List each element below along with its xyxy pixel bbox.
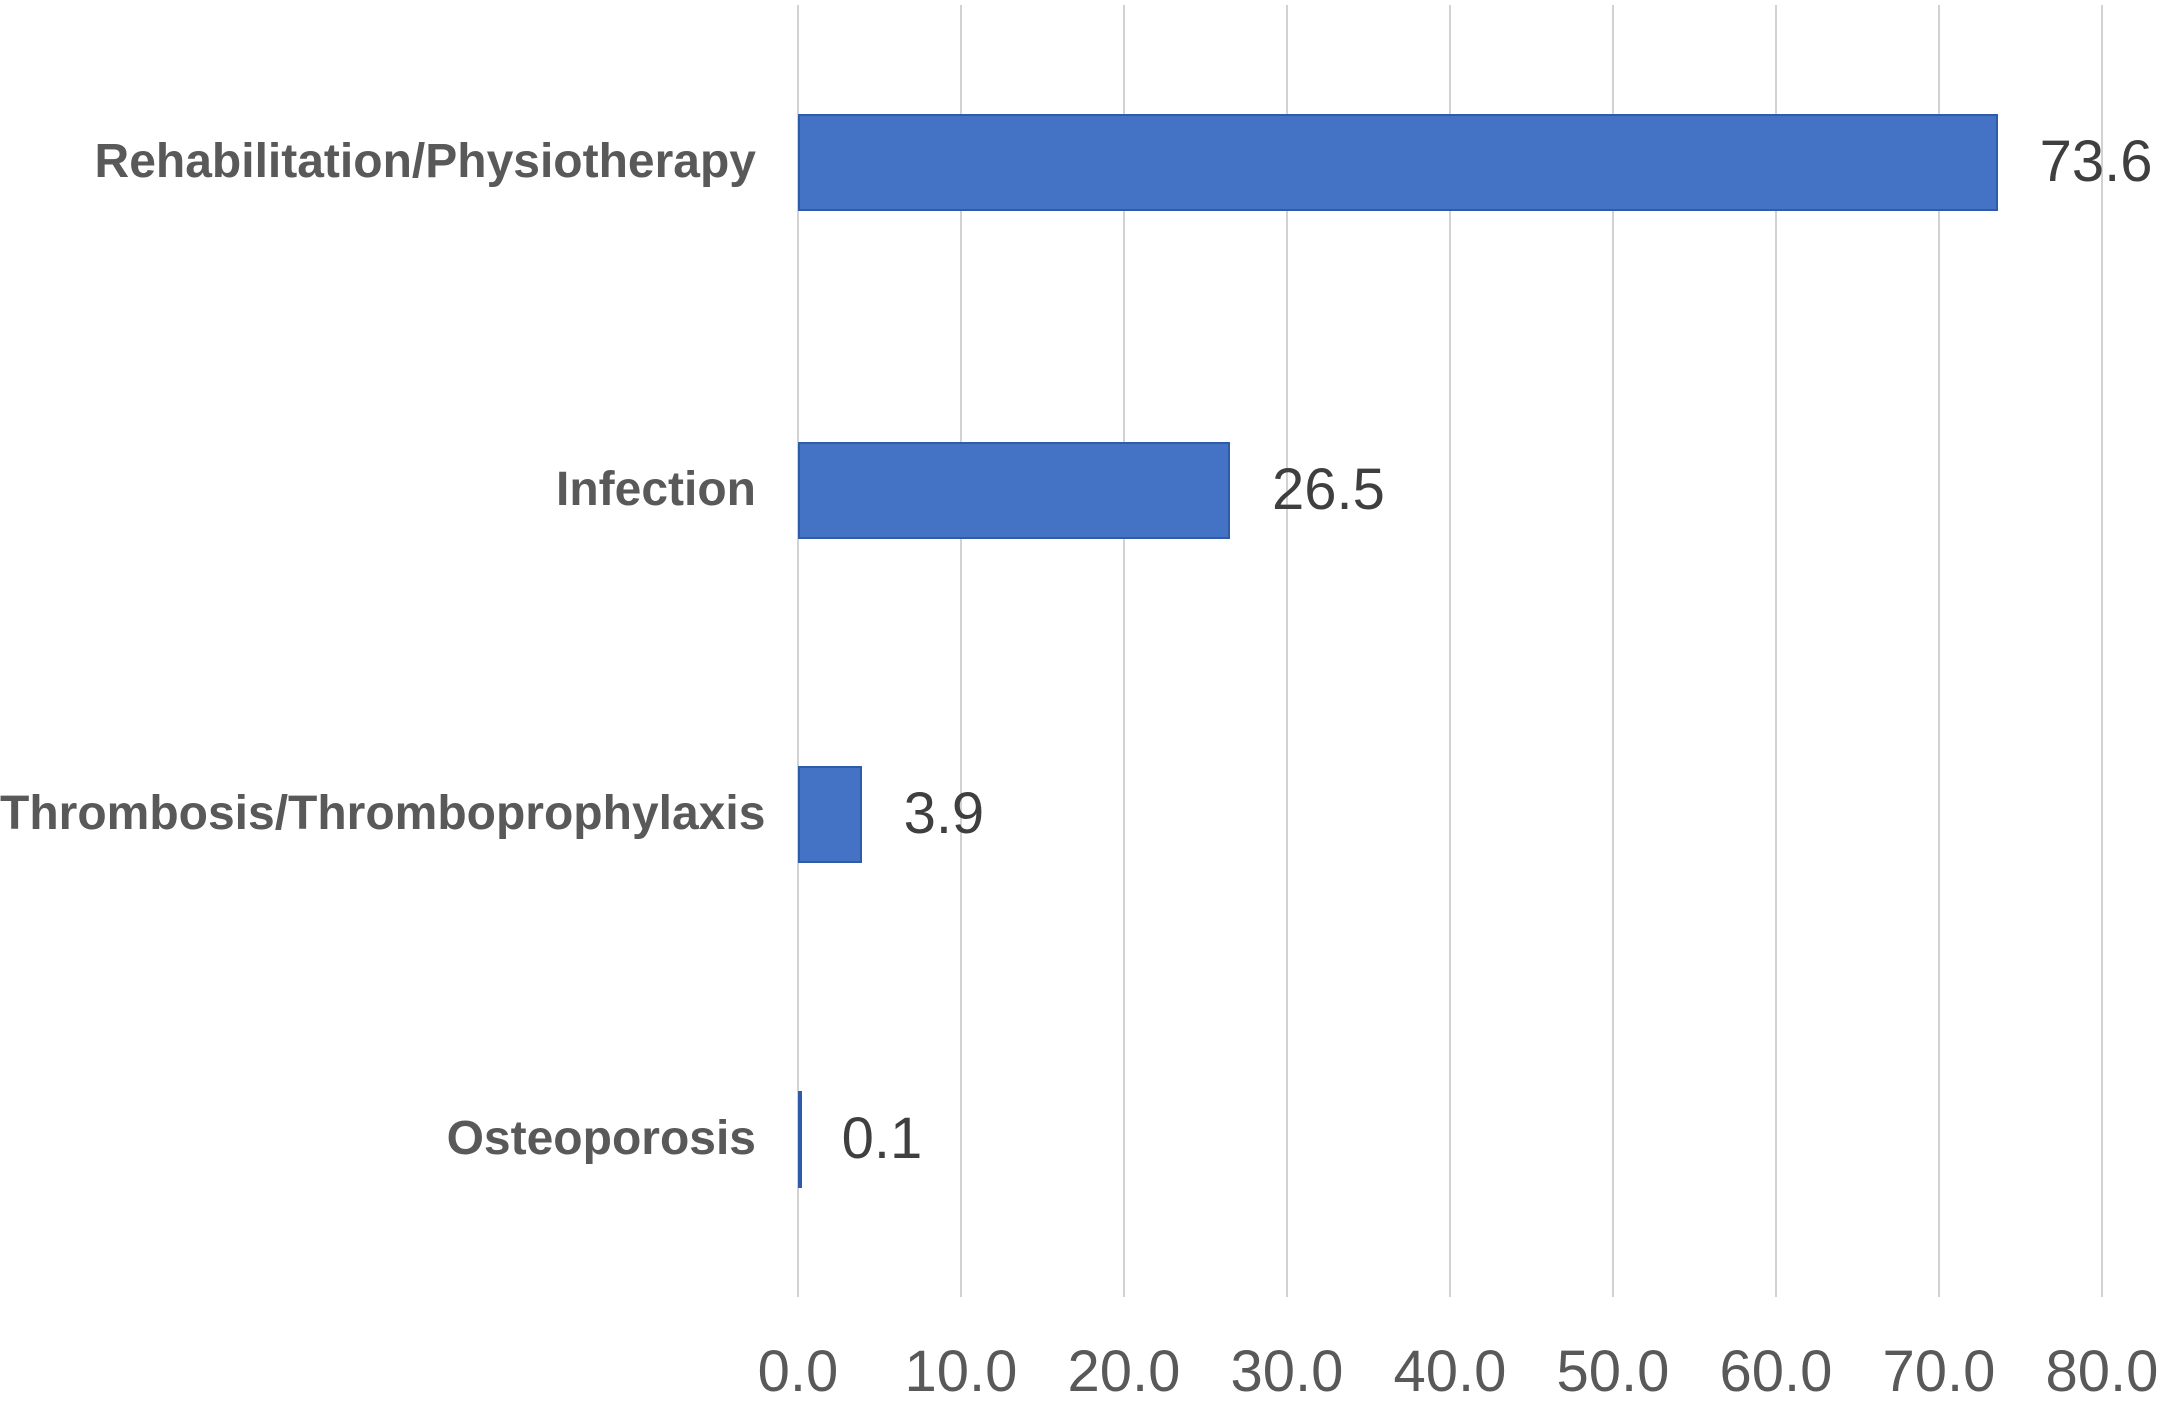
vertical-gridline xyxy=(1775,5,1777,1297)
value-label: 73.6 xyxy=(2039,129,2153,194)
x-tick-label: 50.0 xyxy=(1556,1339,1670,1404)
bar xyxy=(798,113,1998,211)
x-tick-label: 80.0 xyxy=(2045,1339,2159,1404)
vertical-gridline xyxy=(1938,5,1940,1297)
bar xyxy=(798,765,862,863)
value-label: 0.1 xyxy=(841,1106,923,1171)
category-label: Osteoporosis xyxy=(446,1112,756,1165)
vertical-gridline xyxy=(1123,5,1125,1297)
x-tick-label: 0.0 xyxy=(757,1339,839,1404)
vertical-gridline xyxy=(2101,5,2103,1297)
bar xyxy=(798,1090,802,1188)
vertical-gridline xyxy=(1449,5,1451,1297)
x-tick-label: 10.0 xyxy=(904,1339,1018,1404)
x-tick-label: 60.0 xyxy=(1719,1339,1833,1404)
category-label: Thrombosis/Thromboprophylaxis xyxy=(0,787,766,840)
vertical-gridline xyxy=(1612,5,1614,1297)
bar xyxy=(798,441,1230,539)
x-tick-label: 30.0 xyxy=(1230,1339,1344,1404)
vertical-gridline xyxy=(797,5,799,1297)
category-label: Rehabilitation/Physiotherapy xyxy=(94,135,756,188)
vertical-gridline xyxy=(1286,5,1288,1297)
value-label: 26.5 xyxy=(1271,457,1385,522)
value-label: 3.9 xyxy=(903,781,985,846)
x-tick-label: 20.0 xyxy=(1067,1339,1181,1404)
vertical-gridline xyxy=(960,5,962,1297)
x-tick-label: 40.0 xyxy=(1393,1339,1507,1404)
x-tick-label: 70.0 xyxy=(1882,1339,1996,1404)
category-label: Infection xyxy=(556,463,756,516)
